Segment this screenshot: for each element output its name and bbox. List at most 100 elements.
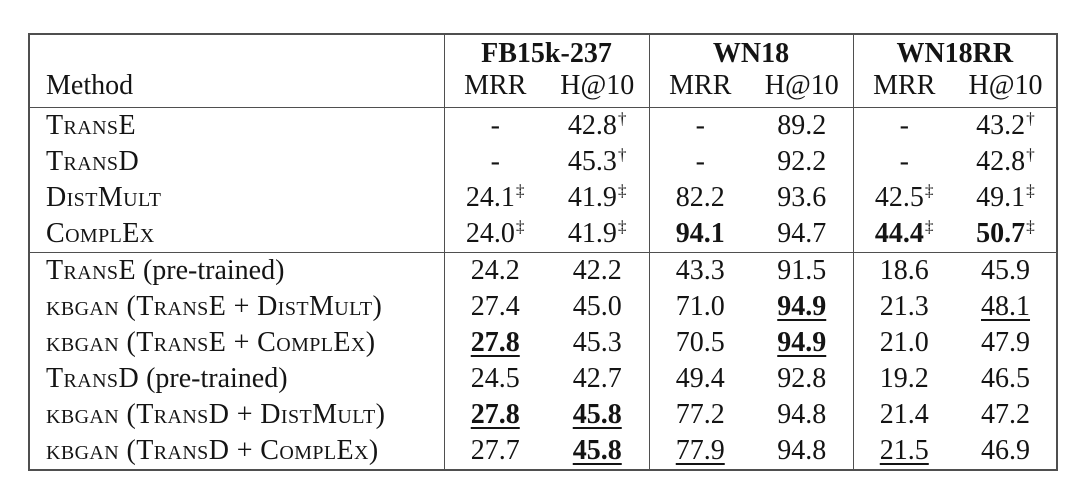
value-cell: 47.9	[955, 325, 1057, 361]
metric-value: 94.9	[777, 291, 827, 322]
value-cell: 94.1	[648, 216, 751, 253]
metric-value: 24.2	[470, 255, 520, 286]
metric-value: 42.5	[874, 182, 924, 213]
method-cell: TransD	[29, 144, 444, 180]
value-cell: 50.7‡	[955, 216, 1057, 253]
value-cell: 24.5	[443, 361, 546, 397]
metric-value: 49.1	[976, 182, 1026, 213]
value-cell: 45.9	[955, 252, 1058, 289]
value-cell: 45.3	[546, 325, 649, 361]
metric-value: -	[490, 146, 500, 177]
metric-value: 47.9	[981, 327, 1031, 358]
metric-value: 27.7	[470, 435, 520, 466]
results-table: Method FB15k-237 WN18 WN18RR MRR H@10 MR…	[28, 33, 1059, 471]
value-cell: 45.8	[546, 397, 649, 433]
value-cell: -	[852, 144, 956, 180]
value-cell: 94.9	[751, 289, 853, 325]
method-suffix: (pre-trained)	[135, 255, 285, 286]
footnote-marker: †	[617, 109, 627, 129]
footnote-marker: ‡	[617, 217, 627, 237]
value-cell: 94.7	[751, 216, 853, 253]
metric-value: 45.8	[572, 435, 622, 466]
table-row: kbgan (TransE + ComplEx) 27.8 45.3 70.5 94.9…	[29, 325, 1057, 361]
value-cell: 77.2	[648, 397, 751, 433]
table-row: TransE (pre-trained) 24.2 42.2 43.3 91.5 18.6…	[29, 252, 1058, 289]
value-cell: 45.3†	[546, 144, 649, 180]
value-cell: 49.1‡	[955, 180, 1057, 216]
method-cell: kbgan (TransD + DistMult)	[29, 397, 444, 433]
value-cell: 21.4	[852, 397, 956, 433]
value-cell: 42.8†	[955, 144, 1057, 180]
metric-header-h10: H@10	[560, 70, 635, 101]
metric-value: 71.0	[675, 291, 725, 322]
metric-value: 27.4	[470, 291, 520, 322]
value-cell: 43.3	[648, 252, 751, 289]
metric-header-h10: H@10	[764, 70, 839, 101]
value-cell: 42.7	[546, 361, 649, 397]
footnote-marker: †	[617, 145, 627, 165]
value-cell: 42.8†	[546, 108, 649, 145]
method-name: TransE	[46, 110, 136, 141]
value-cell: 92.2	[751, 144, 853, 180]
table-header: Method FB15k-237 WN18 WN18RR MRR H@10 MR…	[29, 34, 1058, 108]
metric-value: 92.8	[777, 363, 827, 394]
metric-value: 89.2	[777, 110, 827, 141]
value-cell: 27.8	[443, 397, 546, 433]
dataset-header-fb15k-237: FB15k-237	[443, 34, 649, 70]
value-cell: 43.2†	[955, 108, 1057, 145]
metric-header-mrr: MRR	[852, 70, 956, 108]
metric-value: 42.7	[572, 363, 622, 394]
value-cell: 48.1	[955, 289, 1057, 325]
value-cell: 44.4‡	[852, 216, 956, 253]
metric-value: 82.2	[675, 182, 725, 213]
metric-value: 94.8	[777, 435, 827, 466]
metric-value: 50.7	[976, 218, 1026, 249]
metric-value: 45.8	[572, 399, 622, 430]
metric-header-mrr: MRR	[443, 70, 546, 108]
footnote-marker: ‡	[515, 181, 525, 201]
method-name: ComplEx	[46, 218, 155, 249]
value-cell: -	[443, 144, 546, 180]
value-cell: 92.8	[751, 361, 853, 397]
metric-value: 45.0	[572, 291, 622, 322]
method-column-header: Method	[46, 70, 134, 101]
metric-value: 47.2	[981, 399, 1031, 430]
metric-value: 77.9	[675, 435, 725, 466]
value-cell: 19.2	[852, 361, 956, 397]
metric-header-h10: H@10	[968, 70, 1043, 101]
dataset-header-row: Method FB15k-237 WN18 WN18RR	[29, 34, 1058, 101]
metric-value: 46.9	[981, 435, 1031, 466]
metric-value: 27.8	[470, 399, 520, 430]
method-name: TransE	[46, 255, 136, 286]
value-cell: 77.9	[648, 433, 751, 470]
metric-value: 92.2	[777, 146, 827, 177]
footnote-marker: ‡	[924, 217, 934, 237]
footnote-marker: †	[1026, 145, 1035, 165]
metric-value: 21.0	[879, 327, 929, 358]
footnote-marker: †	[1026, 109, 1035, 129]
metric-value: 70.5	[675, 327, 725, 358]
value-cell: 71.0	[648, 289, 751, 325]
method-cell: kbgan (TransE + ComplEx)	[29, 325, 444, 361]
value-cell: 94.8	[751, 433, 853, 470]
value-cell: 49.4	[648, 361, 751, 397]
metric-value: 46.5	[981, 363, 1031, 394]
metric-value: 45.3	[572, 327, 622, 358]
metric-value: 42.2	[572, 255, 622, 286]
value-cell: 94.9	[751, 325, 853, 361]
value-cell: 27.8	[443, 325, 546, 361]
metric-value: 94.7	[777, 218, 827, 249]
table-row: kbgan (TransE + DistMult) 27.4 45.0 71.0 94.…	[29, 289, 1057, 325]
value-cell: 46.5	[955, 361, 1057, 397]
method-cell: DistMult	[29, 180, 444, 216]
table-body: TransE -42.8† -89.2-43.2† TransD -45.3† -92.2…	[29, 107, 1058, 470]
method-cell: TransE (pre-trained)	[29, 252, 444, 289]
footnote-marker: ‡	[924, 181, 934, 201]
footnote-marker: ‡	[617, 181, 627, 201]
value-cell: 47.2	[955, 397, 1057, 433]
method-name: kbgan (TransD + DistMult)	[46, 399, 386, 430]
metric-value: 21.5	[879, 435, 929, 466]
value-cell: 41.9‡	[546, 180, 649, 216]
method-cell: TransE	[29, 108, 444, 145]
